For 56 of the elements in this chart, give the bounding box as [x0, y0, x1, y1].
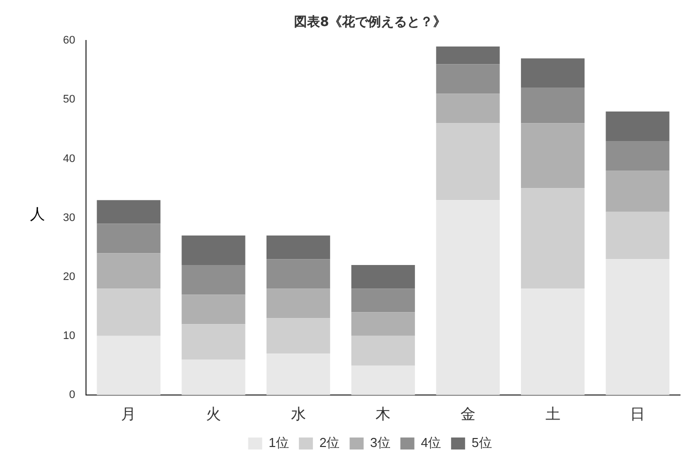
- bar: [96, 200, 160, 224]
- y-tick-label: 10: [62, 330, 76, 342]
- bar: [351, 336, 415, 366]
- y-tick-label: 30: [62, 212, 76, 224]
- legend-label: 4位: [420, 435, 442, 450]
- bar: [96, 224, 160, 254]
- bar: [351, 365, 415, 395]
- legend-label: 1位: [268, 435, 289, 450]
- bar: [182, 236, 246, 266]
- x-tick-label: 火: [206, 406, 221, 424]
- bar: [96, 336, 160, 395]
- bar: [266, 288, 330, 318]
- legend-label: 3位: [370, 435, 390, 450]
- legend-label: 5位: [472, 435, 492, 450]
- bar: [436, 64, 500, 94]
- chart-title: 図表8《花で例えると？》: [294, 15, 446, 30]
- bar: [351, 312, 415, 336]
- bar: [606, 212, 670, 260]
- bar: [351, 288, 415, 312]
- bar: [351, 265, 415, 289]
- bar: [520, 188, 585, 289]
- bar: [606, 259, 670, 395]
- bar: [606, 141, 670, 171]
- y-tick-label: 60: [62, 34, 76, 47]
- bar: [96, 288, 160, 336]
- bar: [182, 294, 246, 324]
- x-tick-label: 水: [290, 406, 306, 424]
- x-tick-label: 日: [630, 406, 646, 424]
- bar: [182, 324, 246, 360]
- bar: [266, 236, 330, 260]
- bar: [182, 265, 246, 295]
- bar: [436, 200, 500, 395]
- bar: [436, 94, 500, 124]
- bar: [436, 123, 500, 200]
- x-tick-label: 木: [376, 406, 391, 424]
- bar: [182, 360, 246, 395]
- bar: [606, 170, 670, 212]
- bar: [520, 88, 585, 124]
- bar: [606, 111, 670, 142]
- x-tick-label: 月: [121, 406, 136, 424]
- bar: [520, 288, 585, 395]
- x-tick-label: 土: [545, 406, 560, 424]
- y-tick-label: 0: [69, 389, 76, 402]
- bar: [520, 123, 585, 188]
- bar: [266, 318, 330, 354]
- y-tick-label: 20: [62, 270, 76, 283]
- y-tick-label: 40: [62, 152, 76, 165]
- bar: [266, 259, 330, 289]
- bar: [266, 354, 330, 395]
- bar: [520, 58, 585, 88]
- y-tick-label: 50: [62, 94, 76, 106]
- legend-label: 2位: [319, 435, 340, 450]
- y-axis-title: 人: [30, 205, 45, 224]
- x-tick-label: 金: [460, 406, 476, 424]
- bar: [436, 46, 500, 64]
- bar: [96, 253, 160, 289]
